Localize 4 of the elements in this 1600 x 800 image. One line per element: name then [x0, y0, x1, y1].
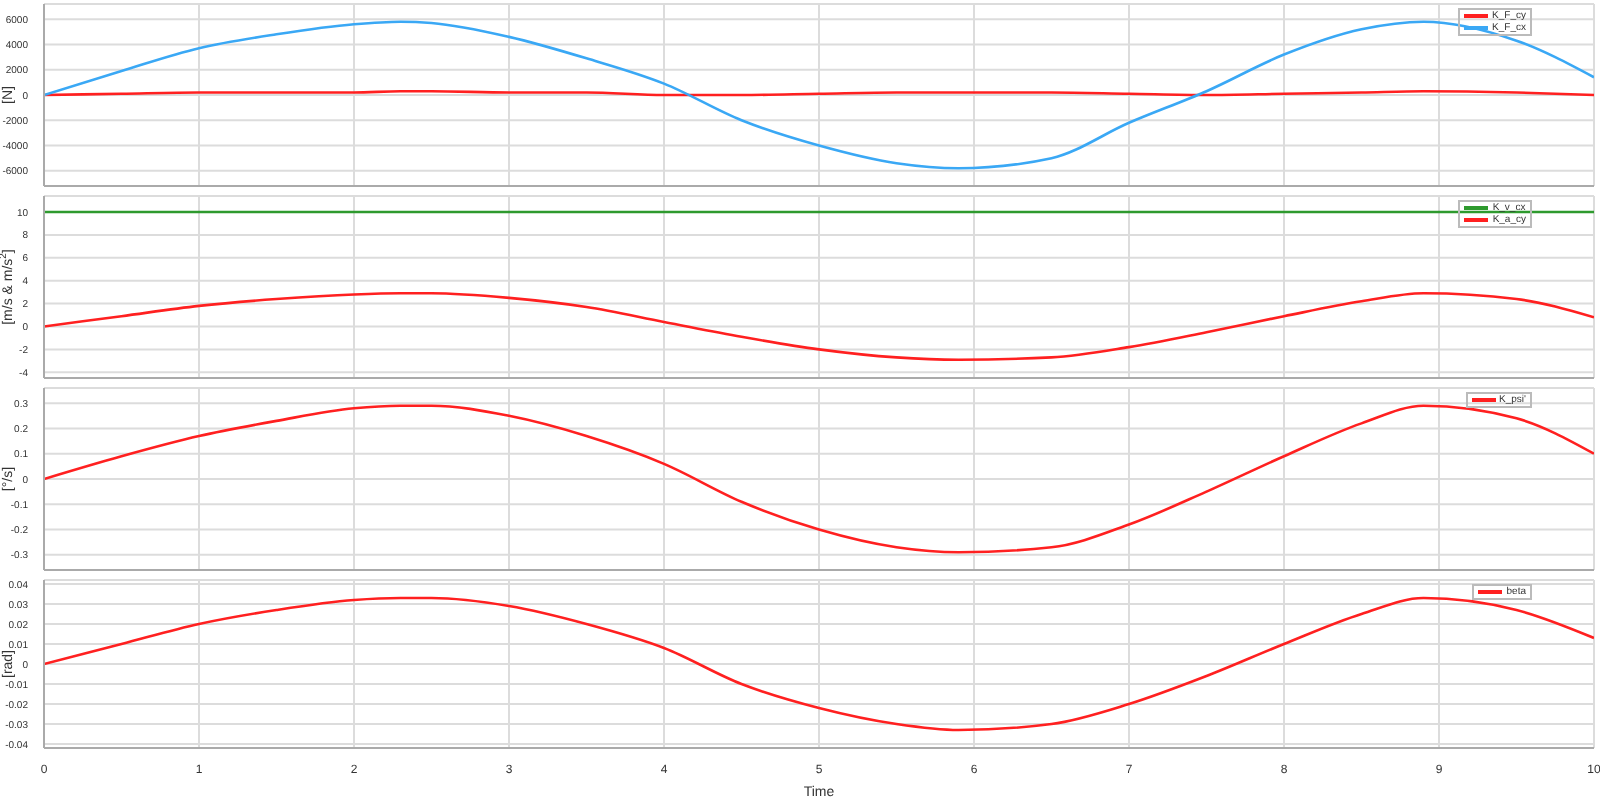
line-series — [44, 20, 1594, 170]
line-series — [44, 404, 1594, 554]
line-series — [44, 596, 1594, 732]
line-series — [44, 292, 1594, 361]
